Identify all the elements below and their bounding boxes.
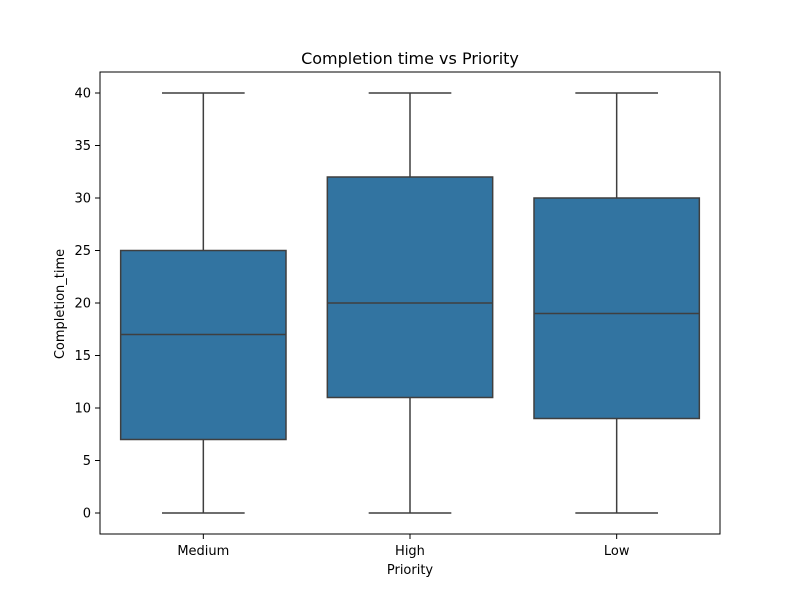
y-tick-label: 25	[74, 244, 91, 259]
y-tick-label: 0	[83, 507, 91, 522]
y-tick-label: 10	[74, 402, 91, 417]
y-tick-label: 35	[74, 139, 91, 154]
y-tick-label: 5	[83, 454, 91, 469]
plot-layer	[119, 92, 701, 514]
chart-title: Completion time vs Priority	[301, 49, 519, 68]
box-group-high	[326, 92, 494, 514]
y-tick-label: 40	[74, 87, 91, 102]
x-tick-label: High	[395, 544, 425, 559]
y-tick-label: 20	[74, 297, 91, 312]
x-axis-label: Priority	[387, 563, 434, 578]
x-axis: Medium High Low	[177, 534, 630, 559]
x-tick-label: Low	[604, 544, 630, 559]
box-iqr	[119, 249, 287, 441]
box-group-low	[533, 92, 701, 514]
y-tick-label: 30	[74, 192, 91, 207]
y-axis-label: Completion_time	[53, 249, 68, 359]
box-iqr	[326, 176, 494, 399]
box-group-medium	[119, 92, 287, 514]
y-tick-label: 15	[74, 349, 91, 364]
box-iqr	[533, 197, 701, 420]
y-axis: 0 5 10 15 20 25 30 35 40	[74, 87, 100, 522]
x-tick-label: Medium	[177, 544, 229, 559]
